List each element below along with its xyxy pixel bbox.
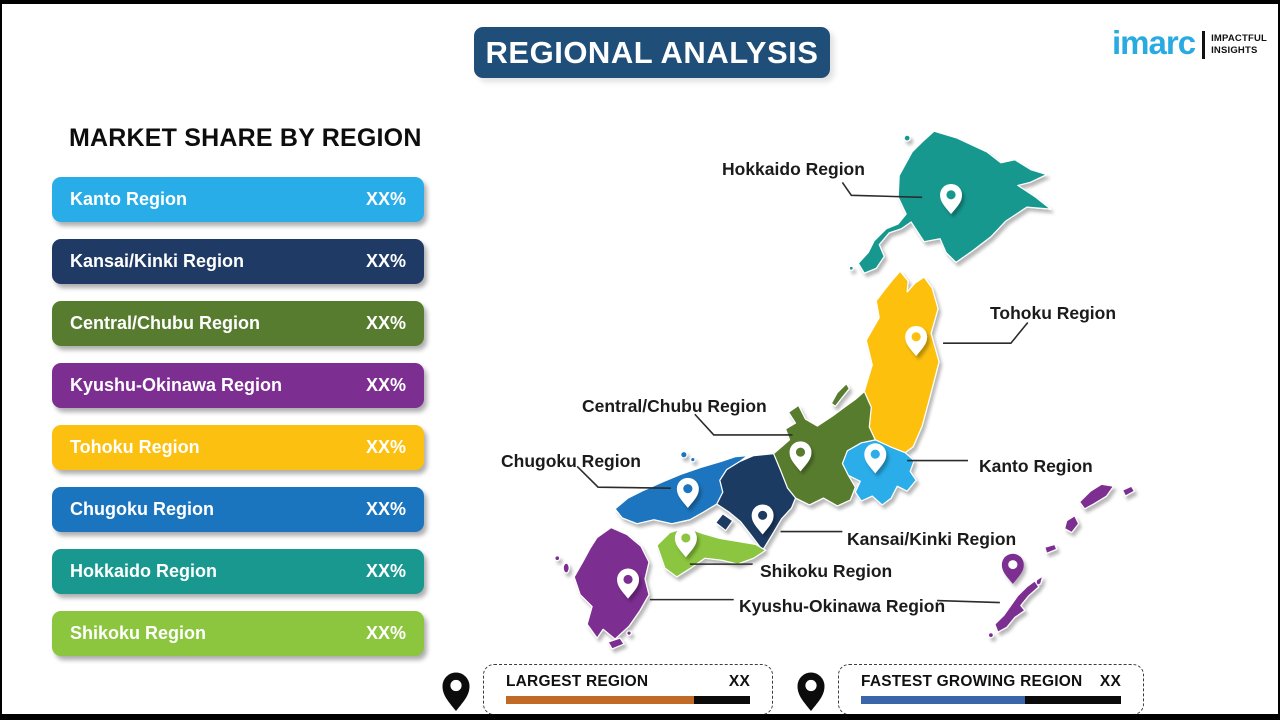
share-bar-value: XX% <box>365 437 406 457</box>
share-bar-shikoku: Shikoku Region XX% <box>52 611 424 656</box>
share-bar-chubu: Central/Chubu Region XX% <box>52 301 424 346</box>
map-pin-shikoku <box>674 527 697 558</box>
share-bar-kyushu: Kyushu-Okinawa Region XX% <box>52 363 424 408</box>
legend-fastest-value: XX <box>1099 673 1121 690</box>
region-okinawa-islet <box>987 632 994 639</box>
share-bar-label: Chugoku Region <box>70 499 214 519</box>
map-pin-chugoku <box>676 477 699 508</box>
map-pin-chubu <box>789 441 812 472</box>
logo-divider <box>1202 30 1206 59</box>
region-chugoku-oki-island <box>690 456 696 463</box>
share-bar-value: XX% <box>365 375 406 395</box>
logo-tagline: IMPACTFUL INSIGHTS <box>1211 33 1267 57</box>
region-okinawa-main-island <box>994 580 1040 633</box>
share-bar-tohoku: Tohoku Region XX% <box>52 425 424 470</box>
connector-hokkaido <box>841 182 923 199</box>
region-shikoku <box>656 527 767 578</box>
logo-tagline-line1: IMPACTFUL <box>1211 32 1268 44</box>
region-kyushu-islet <box>626 630 632 636</box>
legend-fastest-box: FASTEST GROWING REGION XX <box>838 664 1144 714</box>
legend-fastest-bar-fill <box>861 696 1025 704</box>
region-tohoku <box>863 270 940 454</box>
map-pin-icon <box>797 672 825 711</box>
legend-largest-bar <box>506 696 750 704</box>
legend-fastest-bar <box>861 696 1121 704</box>
region-okinawa-amami <box>1079 483 1115 510</box>
legend-largest-bar-fill <box>506 696 694 704</box>
region-kyushu-islet <box>562 562 570 574</box>
share-bar-label: Shikoku Region <box>70 623 207 643</box>
map-label-kyushu: Kyushu-Okinawa Region <box>739 596 946 616</box>
map-label-tohoku: Tohoku Region <box>990 303 1117 323</box>
region-kyushu <box>573 527 650 640</box>
map-pins <box>617 183 1024 599</box>
map-label-chugoku: Chugoku Region <box>501 451 641 471</box>
legend-largest-region: LARGEST REGION XX <box>440 664 773 714</box>
region-kyushu-islet <box>554 555 561 562</box>
legend-fastest-label: FASTEST GROWING REGION <box>861 673 1083 690</box>
map-pin-kansai <box>751 504 774 535</box>
share-bar-value: XX% <box>365 313 406 333</box>
legend-largest-value: XX <box>728 673 750 690</box>
map-pin-okinawa <box>1001 553 1024 584</box>
share-bar-value: XX% <box>365 623 406 643</box>
connector-chubu <box>694 413 793 436</box>
logo-tagline-line2: INSIGHTS <box>1211 44 1258 56</box>
share-bar-chugoku: Chugoku Region XX% <box>52 487 424 532</box>
title-banner: REGIONAL ANALYSIS <box>474 27 830 78</box>
share-bar-hokkaido: Hokkaido Region XX% <box>52 549 424 594</box>
japan-map <box>554 130 1136 650</box>
legend-largest-label: LARGEST REGION <box>506 673 649 690</box>
market-share-heading: MARKET SHARE BY REGION <box>69 124 422 152</box>
region-kansai-awaji-island <box>715 513 734 532</box>
region-okinawa-islet <box>1044 543 1058 554</box>
share-bar-label: Tohoku Region <box>70 437 200 457</box>
region-okinawa-islet <box>1064 515 1080 534</box>
map-pin-tohoku <box>905 325 928 357</box>
imarc-logo: imarc IMPACTFUL INSIGHTS <box>1112 26 1267 59</box>
region-hokkaido-islet <box>903 134 911 142</box>
share-bar-value: XX% <box>365 499 406 519</box>
share-bar-label: Kansai/Kinki Region <box>70 251 245 271</box>
region-chubu-sado-island <box>830 383 850 407</box>
share-bar-kansai: Kansai/Kinki Region XX% <box>52 239 424 284</box>
share-bar-value: XX% <box>365 561 406 581</box>
region-kyushu-islet <box>607 637 625 650</box>
imarc-wordmark: imarc <box>1112 24 1196 61</box>
label-connectors <box>576 182 1029 604</box>
map-label-chubu: Central/Chubu Region <box>582 396 767 416</box>
share-bar-label: Kanto Region <box>70 189 187 209</box>
connector-chugoku <box>576 465 671 489</box>
map-pin-icon <box>442 672 470 711</box>
region-okinawa-islet <box>1121 485 1136 497</box>
region-hokkaido-islet <box>848 265 854 271</box>
region-chugoku-oki-island <box>680 450 688 459</box>
share-bar-label: Central/Chubu Region <box>70 313 260 333</box>
connector-kyushu-right <box>937 599 1000 604</box>
map-label-kanto: Kanto Region <box>979 456 1093 476</box>
share-bar-label: Hokkaido Region <box>70 561 218 581</box>
page-title: REGIONAL ANALYSIS <box>485 34 819 70</box>
legend-largest-box: LARGEST REGION XX <box>483 664 773 714</box>
map-label-shikoku: Shikoku Region <box>760 561 893 581</box>
map-label-kansai: Kansai/Kinki Region <box>847 529 1017 549</box>
map-pin-hokkaido <box>940 183 962 215</box>
map-pin-kyushu <box>617 568 640 599</box>
legend-fastest-growing-region: FASTEST GROWING REGION XX <box>795 664 1144 714</box>
share-bar-value: XX% <box>365 251 406 271</box>
map-label-hokkaido: Hokkaido Region <box>722 159 865 179</box>
connector-tohoku <box>943 322 1029 345</box>
share-bar-value: XX% <box>365 189 406 209</box>
map-pin-kanto <box>864 443 887 474</box>
share-bar-label: Kyushu-Okinawa Region <box>70 375 283 395</box>
share-bar-kanto: Kanto Region XX% <box>52 177 424 222</box>
